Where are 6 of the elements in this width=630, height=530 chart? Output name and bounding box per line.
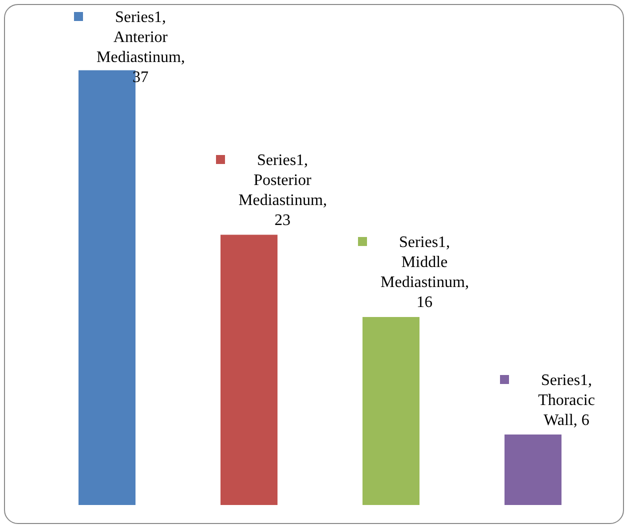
bar [220, 234, 278, 505]
bar [504, 434, 562, 505]
data-label: Series1, Middle Mediastinum, 16 [380, 233, 469, 313]
data-label: Series1, Thoracic Wall, 6 [537, 370, 596, 430]
bar [362, 317, 420, 505]
data-label: Series1, Posterior Mediastinum, 23 [238, 150, 327, 231]
